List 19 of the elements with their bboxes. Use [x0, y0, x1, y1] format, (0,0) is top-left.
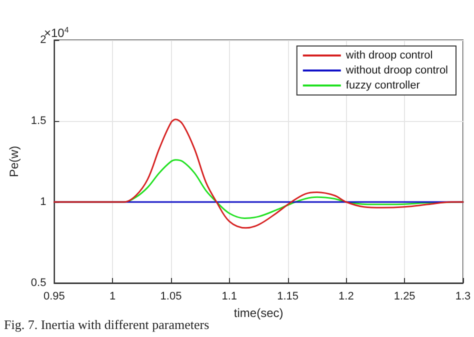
- legend-label: fuzzy controller: [346, 80, 420, 92]
- x-tick-label: 1.25: [394, 290, 416, 302]
- x-tick-label: 1.05: [160, 290, 182, 302]
- x-tick-label: 0.95: [43, 290, 65, 302]
- y-axis-title: Pe(w): [7, 146, 21, 178]
- y-tick-label: 2: [40, 34, 46, 46]
- x-tick-label: 1.2: [338, 290, 354, 302]
- y-tick-label: 1: [40, 196, 46, 208]
- y-tick-label: 0.5: [30, 277, 46, 289]
- x-tick-label: 1.15: [277, 290, 299, 302]
- x-axis-title: time(sec): [234, 306, 284, 320]
- caption: Fig. 7. Inertia with different parameters: [4, 317, 210, 332]
- x-tick-label: 1: [110, 290, 116, 302]
- y-tick-label: 1.5: [30, 115, 46, 127]
- legend-label: without droop control: [344, 64, 448, 76]
- legend-label: with droop control: [344, 50, 433, 62]
- x-tick-label: 1.3: [455, 290, 471, 302]
- line-series: [53, 118, 464, 229]
- x-tick-label: 1.1: [222, 290, 238, 302]
